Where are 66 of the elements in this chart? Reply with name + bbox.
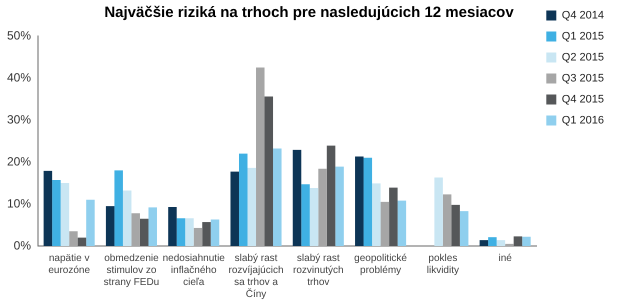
- y-tick-label: 0%: [14, 238, 32, 252]
- bar: [131, 213, 140, 246]
- legend-label: Q3 2015: [562, 72, 604, 85]
- bar: [194, 228, 202, 246]
- bar: [60, 183, 70, 246]
- bar: [238, 154, 248, 246]
- bar: [310, 188, 318, 246]
- bar: [78, 238, 86, 246]
- x-tick-label: pokles likvidity: [426, 252, 459, 276]
- y-tick-label: 10%: [6, 196, 32, 210]
- y-tick-label: 40%: [6, 70, 32, 84]
- x-tick-label: slabý rast rozvíjajúcich sa trhov a Číny: [228, 252, 284, 300]
- bar: [69, 231, 78, 246]
- bar: [434, 178, 443, 246]
- bar: [210, 220, 220, 246]
- x-tick-label: nedosiahnutie inflačného cieľa: [162, 252, 226, 288]
- y-tick-label: 50%: [6, 28, 32, 42]
- bar: [335, 166, 344, 246]
- bar: [122, 190, 132, 246]
- bar: [202, 222, 211, 246]
- bar: [185, 218, 194, 246]
- y-tick-label: 30%: [6, 112, 32, 126]
- x-tick-label: obmedzenie stimulov zo strany FEDu: [104, 252, 160, 288]
- bar: [44, 170, 52, 246]
- bar: [522, 236, 531, 246]
- bar: [140, 218, 148, 246]
- bar: [514, 236, 522, 246]
- bar: [480, 240, 488, 246]
- bar: [256, 68, 265, 246]
- bar: [451, 204, 460, 246]
- bar: [389, 188, 398, 246]
- bar: [106, 206, 114, 246]
- legend-label: Q1 2016: [562, 114, 604, 127]
- bar: [176, 218, 186, 246]
- bar: [230, 172, 239, 246]
- bar: [114, 170, 123, 246]
- bar: [364, 158, 372, 246]
- bar: [148, 207, 157, 246]
- bar: [264, 96, 274, 246]
- bar: [398, 200, 406, 246]
- bar: [318, 168, 327, 246]
- legend-label: Q4 2015: [562, 94, 604, 106]
- x-tick-label: geopolitické problémy: [354, 252, 408, 276]
- bar: [488, 237, 497, 246]
- bar: [86, 200, 95, 246]
- bar: [273, 148, 282, 246]
- x-tick-label: napätie v eurozóne: [48, 252, 90, 276]
- x-tick-label: slabý rast rozvinutých trhov: [293, 252, 344, 288]
- bar: [168, 206, 177, 246]
- y-tick-label: 20%: [6, 154, 32, 168]
- bar: [355, 156, 364, 246]
- bar: [248, 168, 256, 246]
- legend-label: Q2 2015: [562, 52, 604, 64]
- chart-title: Najväčšie riziká na trhoch pre nasledujúcich 12 mesiacov: [104, 4, 514, 22]
- bar: [326, 146, 336, 246]
- bar: [372, 183, 381, 246]
- bar: [301, 184, 310, 246]
- bar: [380, 202, 390, 246]
- bar: [496, 240, 506, 246]
- bar: [292, 150, 302, 246]
- bar: [52, 180, 61, 246]
- legend-label: Q1 2015: [562, 30, 604, 43]
- bar: [460, 211, 468, 246]
- x-tick-label: iné: [498, 252, 512, 264]
- legend-label: Q4 2014: [562, 10, 604, 22]
- bar: [442, 194, 452, 246]
